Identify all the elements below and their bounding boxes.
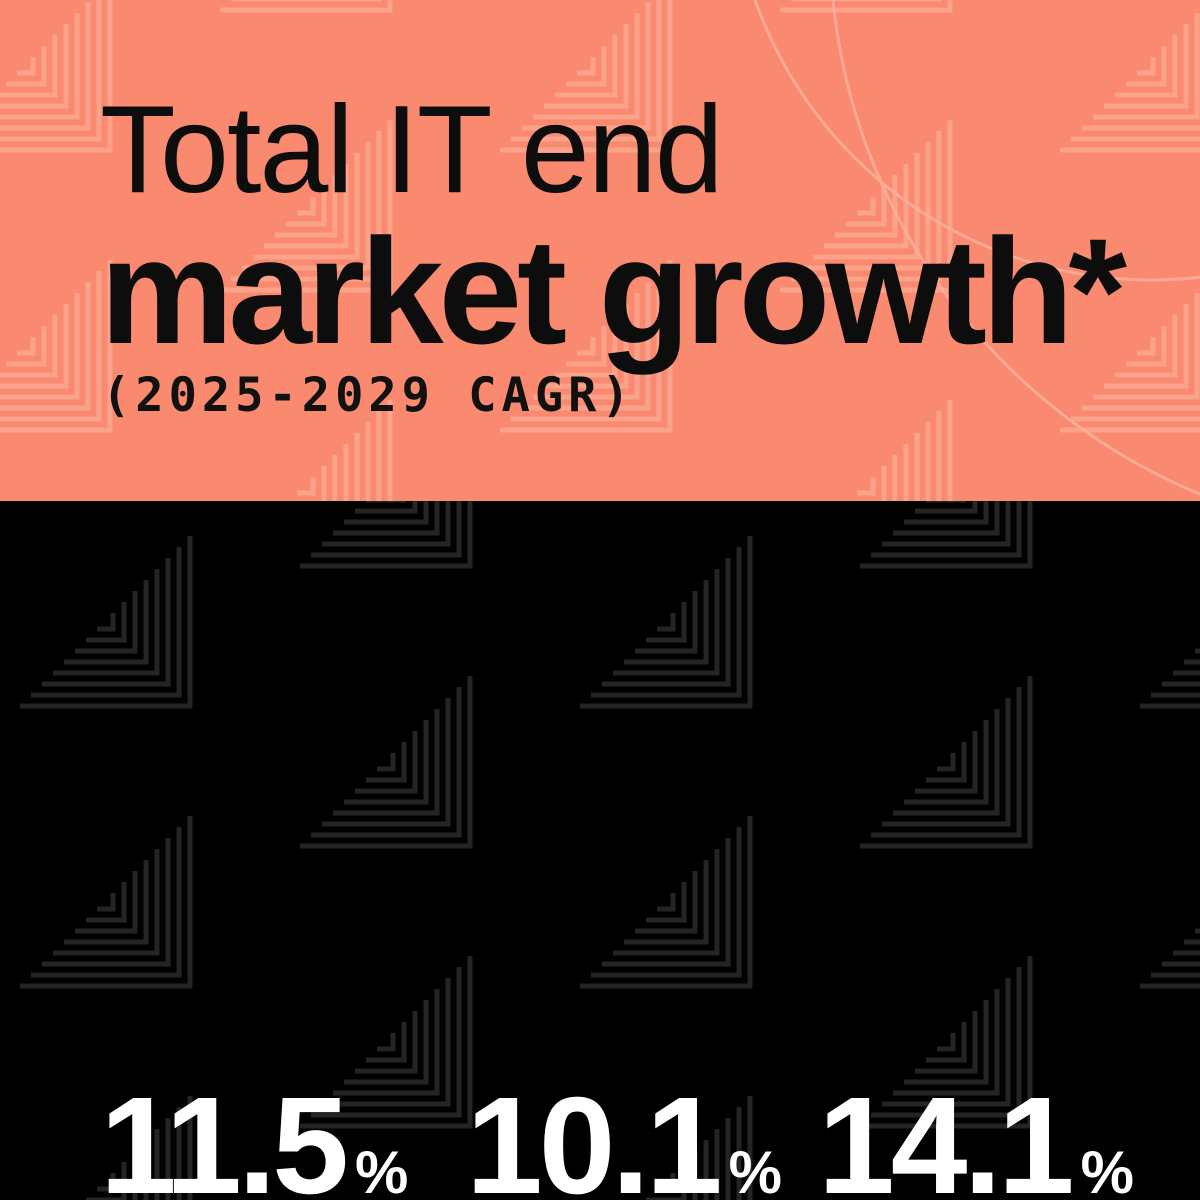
decorative-circles xyxy=(753,0,1200,496)
stat-emea-number: 10.1 xyxy=(466,1069,723,1200)
stat-north-america-value: 14.1% xyxy=(818,1077,1134,1200)
chevron-pattern-dark xyxy=(0,501,1200,1200)
percent-sign: % xyxy=(354,1139,409,1200)
stat-north-america-number: 14.1 xyxy=(818,1069,1075,1200)
page-title-line2: market growth* xyxy=(100,207,1127,375)
stat-emea-value: 10.1% xyxy=(466,1077,806,1200)
percent-sign: % xyxy=(1080,1139,1134,1200)
chevron-pattern-salmon xyxy=(0,0,1200,501)
header-section: Total IT end market growth* (2025-2029 C… xyxy=(0,0,1200,501)
page-title-line1: Total IT end xyxy=(100,81,724,219)
page-subtitle: (2025-2029 CAGR) xyxy=(102,368,635,423)
stat-global-number: 11.5 xyxy=(100,1069,349,1200)
percent-sign: % xyxy=(728,1139,782,1200)
stat-global: 11.5% Global xyxy=(100,1077,440,1200)
stats-section: 11.5% Global 10.1% EMEA 14.1% North Amer… xyxy=(0,501,1200,1200)
stat-north-america: 14.1% North America xyxy=(818,1077,1134,1200)
stat-global-value: 11.5% xyxy=(100,1077,440,1200)
stat-emea: 10.1% EMEA xyxy=(466,1077,806,1200)
